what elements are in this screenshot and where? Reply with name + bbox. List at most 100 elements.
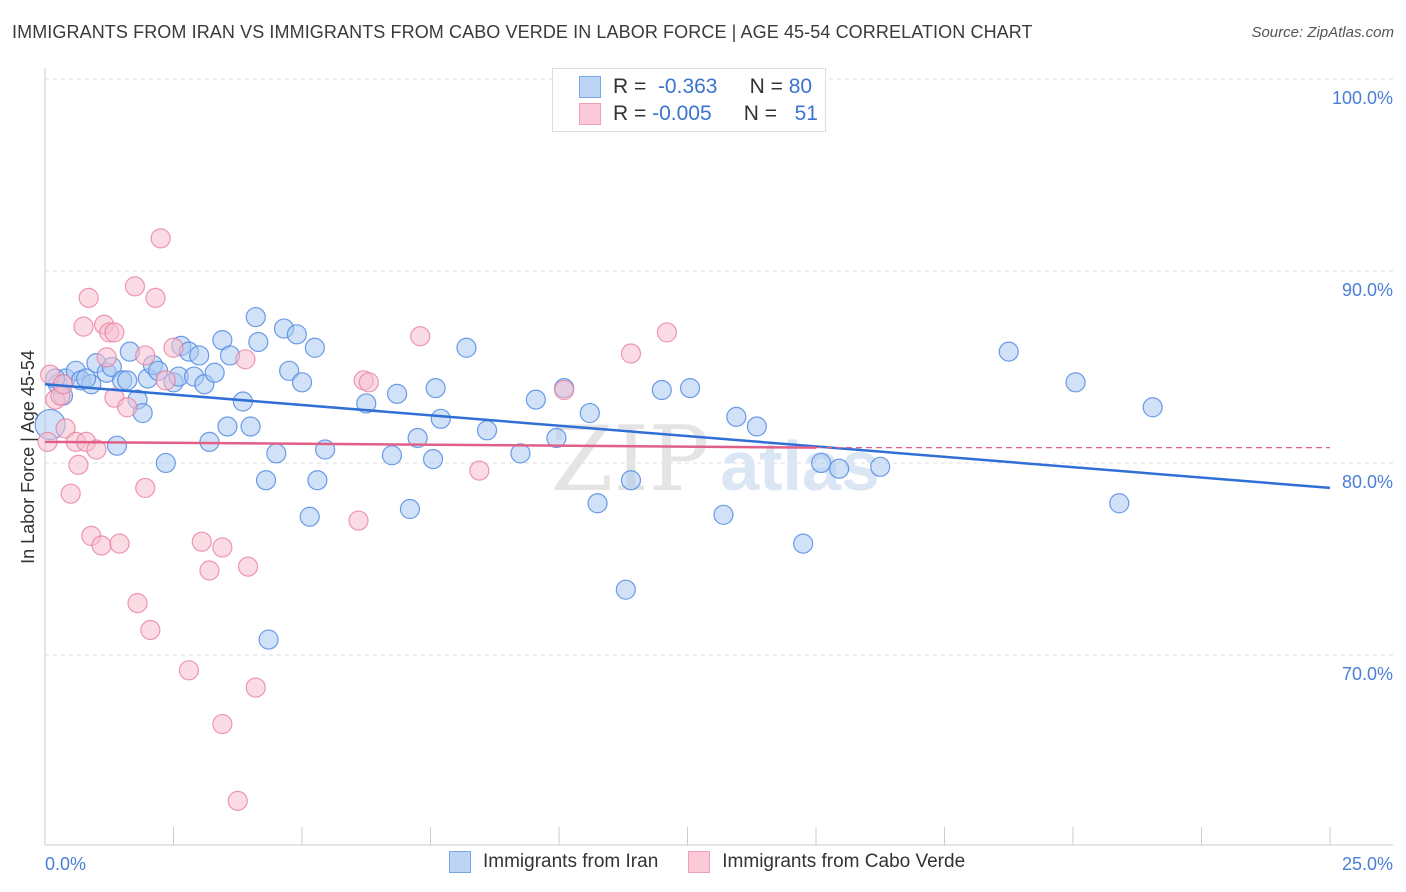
iran-point xyxy=(793,533,814,554)
iran-point xyxy=(266,443,287,464)
cabo-verde-point xyxy=(245,677,266,698)
cabo-verde-point xyxy=(135,477,156,499)
iran-point xyxy=(587,493,608,514)
cabo-verde-point xyxy=(237,556,259,577)
cabo-verde-point xyxy=(86,439,107,460)
iran-point xyxy=(381,445,403,466)
iran-point xyxy=(1065,372,1086,393)
iran-point xyxy=(998,341,1019,362)
iran-point xyxy=(679,377,701,399)
iran-point xyxy=(155,452,176,474)
cabo-verde-point xyxy=(155,370,176,391)
iran-point xyxy=(356,393,377,414)
cabo-verde-point xyxy=(145,287,166,308)
iran-point xyxy=(1109,493,1130,514)
cabo-verde-point xyxy=(68,454,89,475)
cabo-verde-swatch xyxy=(688,851,711,873)
cabo-verde-point xyxy=(212,537,233,558)
n-value: 51 xyxy=(794,102,818,125)
iran-point xyxy=(713,504,734,525)
cabo-verde-point xyxy=(104,322,125,343)
cabo-verde-point xyxy=(235,349,256,370)
legend-item-cabo-verde: Immigrants from Cabo Verde xyxy=(688,851,965,873)
r-value: -0.005 xyxy=(652,102,712,125)
legend-label: Immigrants from Iran xyxy=(483,851,659,872)
iran-point xyxy=(476,420,498,441)
iran-point xyxy=(1142,397,1163,418)
x-tick-label: 25.0% xyxy=(1342,854,1393,874)
iran-point xyxy=(240,416,261,437)
r-value: -0.363 xyxy=(657,75,718,98)
cabo-verde-point xyxy=(212,713,233,735)
stats-legend: R = -0.363 N = 80 R = -0.005 N = 51 xyxy=(552,68,826,132)
series-legend: Immigrants from Iran Immigrants from Cab… xyxy=(449,851,995,873)
cabo-verde-point xyxy=(96,347,117,368)
cabo-verde-point xyxy=(73,316,94,337)
iran-point xyxy=(870,456,891,477)
cabo-verde-point xyxy=(656,322,678,343)
cabo-verde-point xyxy=(117,397,138,418)
y-tick-label: 80.0% xyxy=(1342,472,1393,492)
cabo-verde-point xyxy=(358,372,379,393)
x-tick-label: 0.0% xyxy=(45,854,86,874)
iran-point xyxy=(189,345,210,366)
legend-row-iran: R = -0.363 N = 80 xyxy=(579,74,812,100)
iran-point xyxy=(579,402,600,424)
cabo-verde-point xyxy=(60,483,81,504)
iran-point xyxy=(811,452,832,474)
legend-row-cabo-verde: R = -0.005 N = 51 xyxy=(579,101,818,127)
n-label: N = xyxy=(743,102,778,125)
iran-point xyxy=(255,470,277,491)
cabo-verde-point xyxy=(178,660,200,681)
cabo-verde-point xyxy=(124,276,146,297)
cabo-verde-point xyxy=(55,418,76,439)
iran-point xyxy=(304,337,325,358)
cabo-verde-point xyxy=(140,619,161,641)
r-label: R = xyxy=(613,75,647,98)
iran-point xyxy=(422,449,444,470)
iran-point xyxy=(525,389,546,410)
cabo-verde-point xyxy=(554,379,575,401)
y-axis-label: In Labor Force | Age 45-54 xyxy=(18,350,38,564)
iran-point xyxy=(286,324,307,345)
cabo-verde-point xyxy=(227,790,248,811)
cabo-verde-point xyxy=(109,533,130,554)
cabo-verde-trendline xyxy=(44,440,817,449)
iran-point xyxy=(307,470,328,491)
cabo-verde-point xyxy=(163,337,184,358)
iran-point xyxy=(546,427,567,449)
chart-title: IMMIGRANTS FROM IRAN VS IMMIGRANTS FROM … xyxy=(12,22,1033,42)
iran-point xyxy=(291,372,313,393)
y-tick-label: 70.0% xyxy=(1342,664,1393,684)
iran-point xyxy=(456,337,477,358)
cabo-verde-point xyxy=(620,343,642,364)
iran-point xyxy=(299,506,320,527)
r-label: R = xyxy=(613,102,647,125)
iran-point xyxy=(399,498,421,520)
iran-point xyxy=(106,435,128,456)
iran-point xyxy=(248,331,269,353)
iran-point xyxy=(407,427,428,449)
cabo-verde-point xyxy=(469,460,490,481)
cabo-verde-point xyxy=(348,510,369,531)
iran-point xyxy=(245,306,266,328)
y-tick-label: 100.0% xyxy=(1332,88,1393,108)
iran-point xyxy=(615,579,636,600)
iran-point xyxy=(425,377,446,399)
iran-swatch xyxy=(449,851,471,873)
cabo-verde-swatch xyxy=(579,103,601,125)
iran-point xyxy=(258,629,279,650)
iran-point xyxy=(279,360,300,381)
iran-point xyxy=(386,383,408,404)
cabo-verde-point xyxy=(91,535,112,556)
watermark: atlas xyxy=(720,427,880,505)
iran-point xyxy=(726,406,747,427)
iran-point xyxy=(76,368,97,389)
cabo-verde-point xyxy=(191,531,212,552)
iran-point xyxy=(117,370,138,391)
iran-point xyxy=(430,408,451,429)
y-tick-label: 90.0% xyxy=(1342,280,1393,300)
cabo-verde-point xyxy=(78,287,99,308)
